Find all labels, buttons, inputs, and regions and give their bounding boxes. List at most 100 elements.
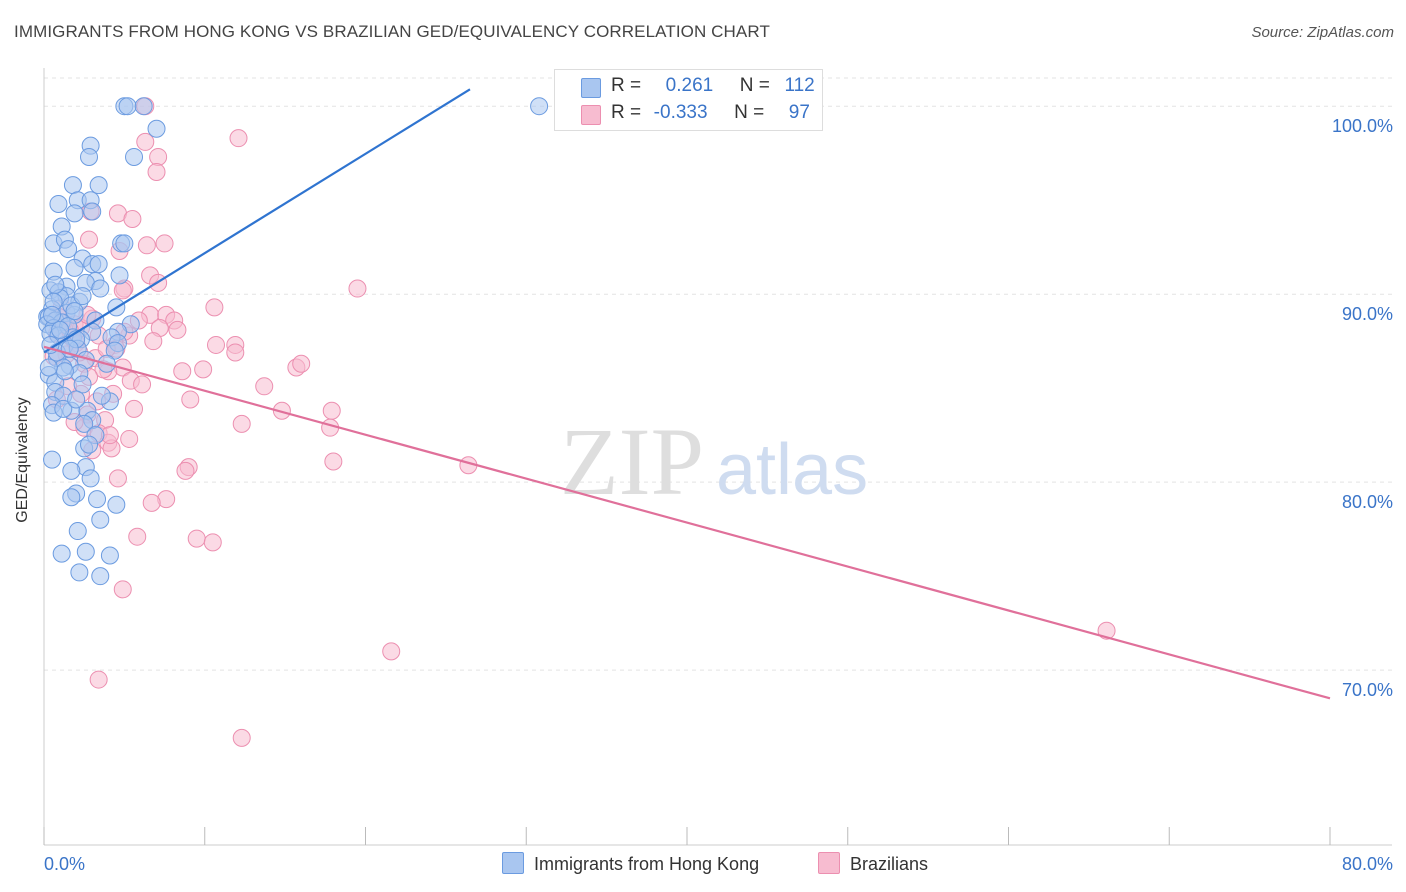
hong-kong-point [73, 287, 92, 306]
bottom-legend-hong-kong: Immigrants from Hong Kong [502, 852, 759, 875]
bottom-legend-label-hong-kong: Immigrants from Hong Kong [534, 854, 760, 874]
hong-kong-point [68, 522, 87, 541]
brazilians-point [203, 533, 222, 552]
hong-kong-point [73, 375, 92, 394]
brazilians-point [147, 162, 166, 181]
hong-kong-point [75, 414, 94, 433]
brazilians-point [123, 209, 142, 228]
hong-kong-point [125, 147, 144, 166]
hong-kong-point [80, 435, 99, 454]
hong-kong-point [52, 544, 71, 563]
legend-swatch-hong-kong [581, 78, 601, 98]
y-tick-label: 90.0% [1342, 304, 1393, 324]
hong-kong-point [110, 266, 129, 285]
brazilians-point [232, 414, 251, 433]
legend-n-label: N = [734, 102, 765, 123]
brazilians-point [382, 642, 401, 661]
hong-kong-point [89, 255, 108, 274]
hong-kong-point [51, 320, 70, 339]
brazilians-point [348, 279, 367, 298]
brazilians-point [176, 461, 195, 480]
brazilians-point [207, 335, 226, 354]
brazilians-point [113, 580, 132, 599]
brazilians-point [181, 390, 200, 409]
brazilians-point [324, 452, 343, 471]
watermark: ZIP atlas [560, 408, 868, 515]
brazilians-point [229, 129, 248, 148]
brazilians-point [1097, 621, 1116, 640]
y-axis-label: GED/Equivalency [14, 397, 31, 523]
brazilians-point [194, 360, 213, 379]
legend-r-value: 0.261 [665, 75, 714, 96]
hong-kong-point [147, 119, 166, 138]
hong-kong-point [54, 399, 73, 418]
bottom-legend-swatch-hong-kong [502, 852, 524, 874]
hong-kong-point [80, 147, 99, 166]
brazilians-point [144, 332, 163, 351]
hong-kong-trend-line [43, 88, 471, 354]
trend-lines [43, 88, 1331, 700]
watermark-zip: ZIP [560, 408, 704, 515]
hong-kong-point [81, 469, 100, 488]
hong-kong-point [39, 358, 58, 377]
hong-kong-point [115, 234, 134, 253]
stats-legend: R = 0.261 N = 112 R = -0.333 N = 97 [554, 69, 823, 131]
brazilians-point [168, 320, 187, 339]
hong-kong-point [92, 386, 111, 405]
brazilians-point [155, 234, 174, 253]
legend-r-value: -0.333 [653, 102, 708, 123]
tick-labels: 100.0% 90.0% 80.0% 70.0% 0.0% 80.0% [44, 116, 1393, 874]
hong-kong-point [91, 510, 110, 529]
brazilians-point [205, 298, 224, 317]
hong-kong-point [83, 202, 102, 221]
brazilians-point [322, 401, 341, 420]
brazilians-point [125, 399, 144, 418]
brazilians-point [133, 375, 152, 394]
hong-kong-point [76, 542, 95, 561]
brazilians-point [136, 132, 155, 151]
brazilians-point [142, 493, 161, 512]
brazilians-point [292, 354, 311, 373]
brazilians-point [128, 527, 147, 546]
hong-kong-point [43, 305, 62, 324]
y-tick-label: 80.0% [1342, 492, 1393, 512]
legend-n-value: 97 [788, 102, 810, 123]
brazilians-point [137, 236, 156, 255]
hong-kong-point [107, 495, 126, 514]
hong-kong-point [65, 204, 84, 223]
hong-kong-point [63, 176, 82, 195]
hong-kong-point [67, 390, 86, 409]
hong-kong-point [134, 97, 153, 116]
hong-kong-point [65, 258, 84, 277]
brazilians-point [80, 230, 99, 249]
hong-kong-point [46, 275, 65, 294]
hong-kong-point [91, 279, 110, 298]
hong-kong-point [530, 97, 549, 116]
chart-title: IMMIGRANTS FROM HONG KONG VS BRAZILIAN G… [14, 22, 770, 41]
bottom-legend-label-brazilians: Brazilians [850, 854, 929, 874]
hong-kong-point [43, 450, 62, 469]
brazilians-point [226, 343, 245, 362]
hong-kong-points [38, 97, 549, 586]
grid [44, 77, 1392, 671]
legend-swatch-brazilians [581, 105, 601, 125]
hong-kong-point [105, 341, 124, 360]
bottom-legend-brazilians: Brazilians [818, 852, 928, 875]
legend-n-label: N = [739, 75, 770, 96]
x-tick-label: 80.0% [1342, 854, 1393, 874]
hong-kong-point [91, 567, 110, 586]
hong-kong-point [118, 97, 137, 116]
brazilians-point [149, 147, 168, 166]
hong-kong-point [100, 546, 119, 565]
brazilians-point [113, 281, 132, 300]
legend-n-value: 112 [784, 75, 815, 96]
x-tick-label: 0.0% [44, 854, 85, 874]
brazilians-point [89, 670, 108, 689]
brazilians-point [232, 728, 251, 747]
brazilians-point [120, 429, 139, 448]
hong-kong-point [55, 362, 74, 381]
hong-kong-point [62, 488, 81, 507]
bottom-legend-swatch-brazilians [818, 852, 840, 874]
brazilians-trend-line [43, 345, 1331, 700]
